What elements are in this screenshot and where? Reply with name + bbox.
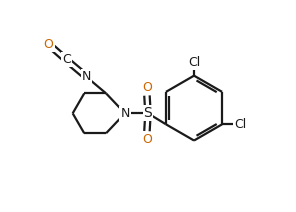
Text: O: O — [44, 38, 54, 51]
Text: N: N — [120, 107, 130, 120]
Text: C: C — [62, 53, 71, 67]
Text: O: O — [142, 81, 152, 94]
Text: O: O — [142, 132, 152, 146]
Text: Cl: Cl — [188, 56, 200, 68]
Text: S: S — [144, 106, 152, 120]
Text: Cl: Cl — [235, 118, 247, 131]
Text: N: N — [120, 107, 130, 120]
Text: N: N — [82, 70, 91, 83]
